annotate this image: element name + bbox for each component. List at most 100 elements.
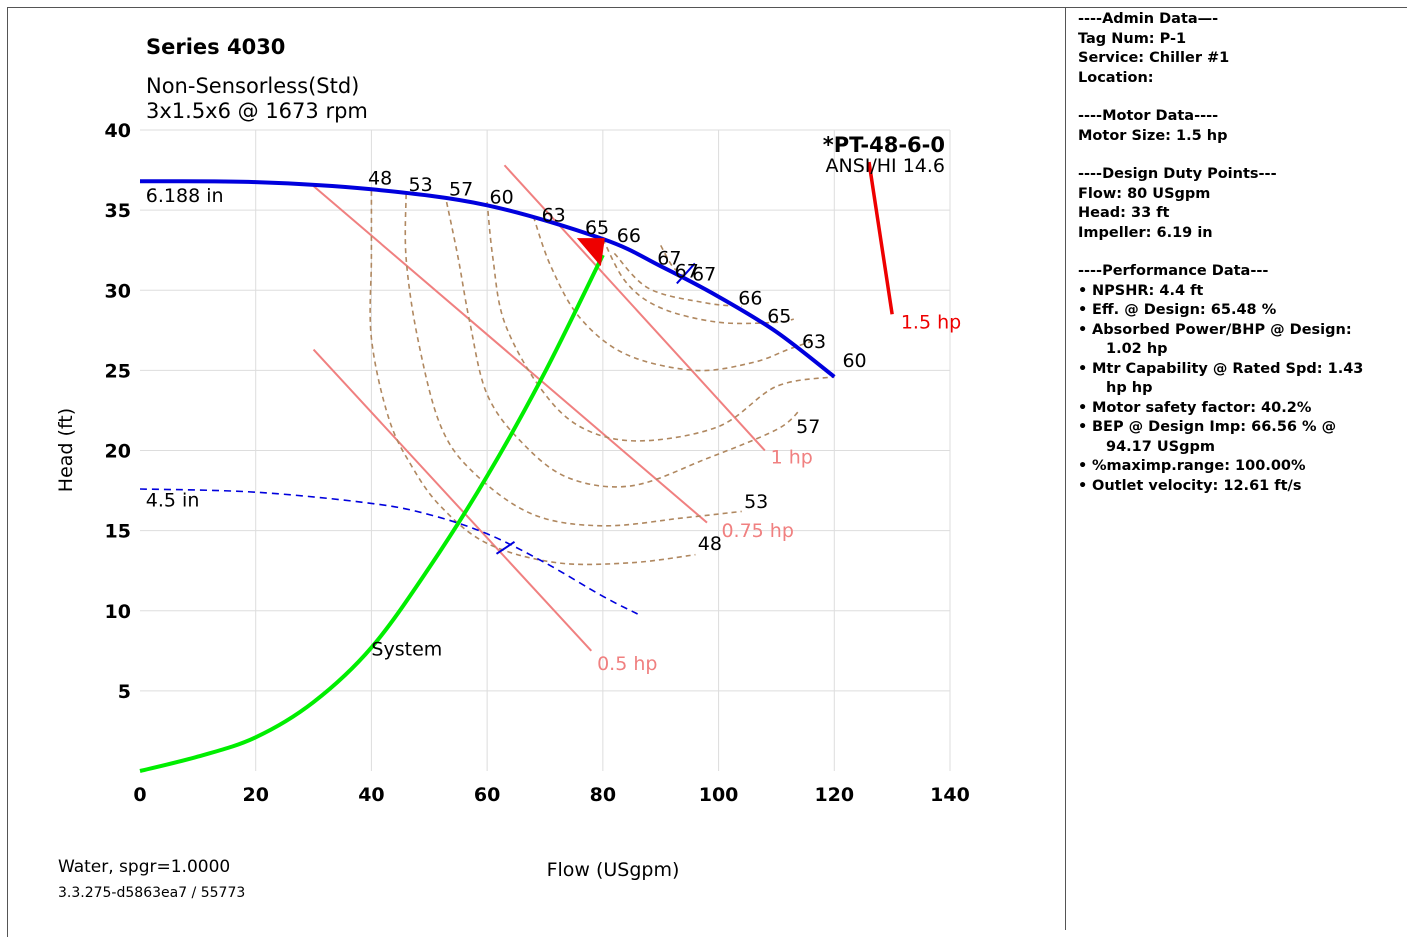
absorbed-power-value: 1.02 hp (1106, 341, 1168, 357)
efficiency-label: 65 (585, 217, 609, 239)
location: Location: (1078, 69, 1154, 86)
efficiency-label: 67 (675, 260, 699, 282)
outlet-velocity: Outlet velocity: 12.61 ft/s (1078, 477, 1398, 497)
curve-label: System (371, 639, 442, 661)
efficiency-curve (602, 238, 794, 325)
y-tick-label: 15 (105, 521, 131, 543)
power-line (867, 161, 894, 315)
curve-label: 0.75 hp (721, 520, 793, 542)
x-tick-label: 40 (358, 784, 384, 806)
y-tick-label: 35 (105, 200, 131, 222)
efficiency-curve (486, 202, 835, 442)
impeller-curves (139, 179, 836, 615)
curve-label: 6.188 in (146, 185, 224, 207)
chart-frame (7, 7, 1407, 937)
design-point-marker (576, 238, 605, 267)
motor-safety-factor: Motor safety factor: 40.2% (1078, 399, 1398, 419)
y-tick-label: 20 (105, 441, 131, 463)
efficiency-label: 63 (802, 331, 826, 353)
power-line (503, 164, 766, 452)
motor-header: ----Motor Data---- (1078, 108, 1219, 124)
efficiency-label: 53 (409, 174, 433, 196)
power-line (312, 185, 708, 524)
x-tick-label: 140 (930, 784, 970, 806)
efficiency-curves (369, 190, 835, 566)
curve-label: 1.5 hp (901, 312, 961, 334)
efficiency-label: 66 (738, 288, 762, 310)
efficiency-label: 57 (796, 416, 820, 438)
efficiency-label: 60 (842, 350, 866, 372)
efficiency-curve (369, 190, 696, 566)
efficiency-label: 57 (449, 179, 473, 201)
x-tick-label: 100 (699, 784, 739, 806)
admin-header: ----Admin Data—- (1078, 11, 1219, 27)
duty-flow: Flow: 80 USgpm (1078, 185, 1211, 202)
panel-divider (1065, 7, 1066, 930)
x-tick-label: 0 (133, 784, 146, 806)
subtitle-model-speed: 3x1.5x6 @ 1673 rpm (146, 99, 368, 123)
motor-capability-value: hp hp (1106, 380, 1153, 396)
y-tick-label: 10 (105, 601, 131, 623)
power-lines (312, 161, 894, 652)
bep-flow: 94.17 USgpm (1106, 438, 1215, 455)
design-marks (495, 238, 696, 555)
efficiency-label: 48 (368, 167, 392, 189)
subtitle-control: Non-Sensorless(Std) (146, 74, 359, 98)
efficiency-curve (445, 201, 801, 488)
efficiency-at-design: Eff. @ Design: 65.48 % (1078, 301, 1398, 321)
performance-header: ----Performance Data--- (1078, 263, 1269, 279)
impeller-curve (139, 488, 638, 615)
efficiency-label: 48 (698, 533, 722, 555)
y-tick-label: 25 (105, 360, 131, 382)
x-tick-label: 80 (590, 784, 616, 806)
system-curve (139, 254, 605, 773)
efficiency-label: 53 (744, 491, 768, 513)
fluid-note: Water, spgr=1.0000 (58, 857, 230, 877)
standard-label: ANSI/HI 14.6 (825, 155, 945, 177)
efficiency-curve (613, 252, 742, 308)
duty-header: ----Design Duty Points--- (1078, 166, 1277, 182)
efficiency-label: 67 (692, 264, 716, 286)
x-tick-label: 20 (242, 784, 268, 806)
efficiency-label: 67 (657, 248, 681, 270)
y-tick-label: 40 (105, 120, 131, 142)
x-axis-label: Flow (USgpm) (547, 859, 680, 881)
efficiency-label: 66 (617, 225, 641, 247)
version-note: 3.3.275-d5863ea7 / 55773 (58, 885, 245, 901)
system-curve-line (139, 254, 605, 773)
motor-capability: Mtr Capability @ Rated Spd: 1.43 (1078, 360, 1398, 380)
efficiency-curve (532, 216, 812, 372)
service: Service: Chiller #1 (1078, 50, 1230, 66)
duty-impeller: Impeller: 6.19 in (1078, 224, 1213, 241)
pump-curve-chart: 0 20 40 60 80 100 120 140 5 10 15 20 25 30 35 40 48 53 57… (55, 35, 970, 901)
impeller-curve (139, 179, 836, 379)
motor-size: Motor Size: 1.5 hp (1078, 127, 1228, 144)
x-tick-label: 120 (814, 784, 854, 806)
y-axis-label: Head (ft) (55, 408, 77, 492)
axes: 0 20 40 60 80 100 120 140 5 10 15 20 25 30 35 40 (105, 120, 970, 806)
tag-number: Tag Num: P-1 (1078, 30, 1187, 47)
curve-label: 0.5 hp (597, 653, 657, 675)
efficiency-label: 65 (767, 305, 791, 327)
series-title: Series 4030 (146, 35, 285, 59)
efficiency-label: 63 (542, 204, 566, 226)
curve-label: 4.5 in (146, 490, 200, 512)
bep: BEP @ Design Imp: 66.56 % @ (1078, 418, 1398, 438)
duty-head: Head: 33 ft (1078, 205, 1170, 221)
absorbed-power: Absorbed Power/BHP @ Design: (1078, 321, 1398, 341)
bep-tick (676, 262, 696, 285)
efficiency-curve (404, 194, 742, 527)
info-panel: ----Admin Data—- Tag Num: P-1 Service: C… (1078, 10, 1398, 496)
x-tick-label: 60 (474, 784, 500, 806)
y-tick-label: 5 (118, 681, 131, 703)
bep-tick-small (495, 541, 516, 555)
y-tick-label: 30 (105, 280, 131, 302)
power-line (312, 348, 593, 652)
npshr: NPSHR: 4.4 ft (1078, 282, 1398, 302)
grid (140, 129, 951, 771)
efficiency-label: 60 (490, 187, 514, 209)
max-impeller-range: %maximp.range: 100.00% (1078, 457, 1398, 477)
curve-label: 1 hp (771, 446, 813, 468)
pump-model: *PT-48-6-0 (823, 133, 945, 157)
